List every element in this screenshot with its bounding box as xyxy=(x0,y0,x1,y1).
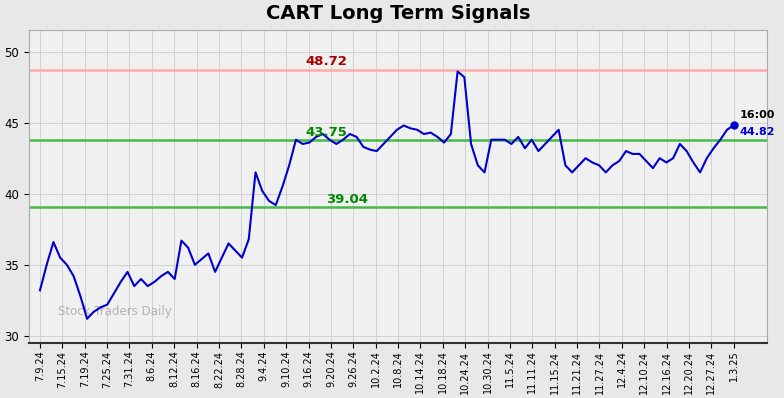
Text: Stock Traders Daily: Stock Traders Daily xyxy=(58,305,172,318)
Text: 48.72: 48.72 xyxy=(306,55,347,68)
Text: 43.75: 43.75 xyxy=(306,126,347,139)
Title: CART Long Term Signals: CART Long Term Signals xyxy=(266,4,530,23)
Text: 39.04: 39.04 xyxy=(326,193,368,206)
Text: 44.82: 44.82 xyxy=(739,127,775,137)
Text: 16:00: 16:00 xyxy=(739,109,775,119)
